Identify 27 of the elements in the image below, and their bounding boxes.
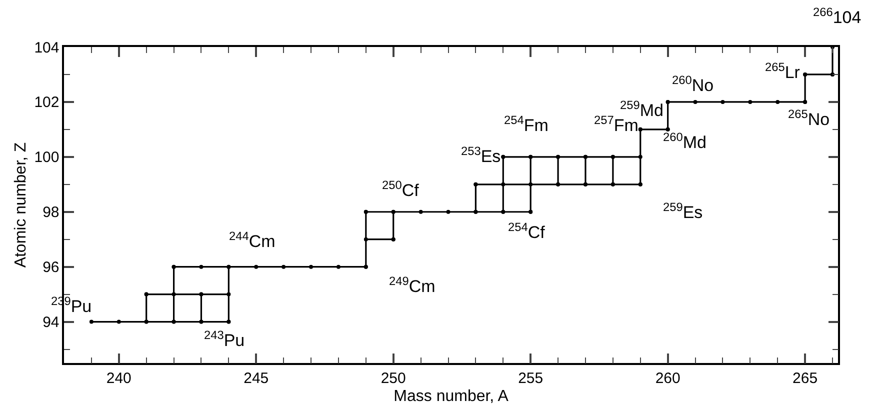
y-tick-label: 104 [34, 39, 60, 56]
x-tick-label: 250 [380, 370, 406, 387]
x-tick-label: 245 [244, 370, 269, 387]
annotation: $^{254}$Fm [504, 113, 548, 136]
annotation: $^{250}$Cf [382, 178, 420, 200]
annotation: $^{254}$Cf [508, 220, 546, 242]
y-tick-label: 102 [34, 94, 60, 112]
x-tick-label: 240 [106, 370, 132, 387]
y-tick-label: 94 [42, 314, 60, 332]
annotation: $^{260}$Md [663, 130, 706, 152]
annotation: $^{266}$104 [813, 5, 862, 28]
annotation: $^{265}$Lr [765, 60, 800, 82]
annotation: $^{259}$Es [663, 200, 703, 222]
annotation: $^{260}$No [672, 73, 714, 96]
x-tick-label: 260 [655, 370, 680, 387]
annotation: $^{249}$Cm [389, 274, 436, 296]
annotation: $^{253}$Es [461, 144, 501, 166]
annotation: $^{244}$Cm [229, 229, 276, 252]
annotation: $^{243}$Pu [204, 328, 245, 350]
y-tick-label: 100 [34, 149, 60, 166]
y-tick-label: 96 [42, 259, 60, 276]
x-tick-label: 255 [518, 370, 544, 387]
annotation: $^{265}$No [788, 107, 830, 130]
x-axis-title: Mass number, A [394, 388, 509, 405]
y-axis-title: Atomic number, Z [12, 142, 30, 268]
y-tick-label: 98 [42, 204, 60, 222]
x-tick-label: 265 [792, 370, 818, 387]
